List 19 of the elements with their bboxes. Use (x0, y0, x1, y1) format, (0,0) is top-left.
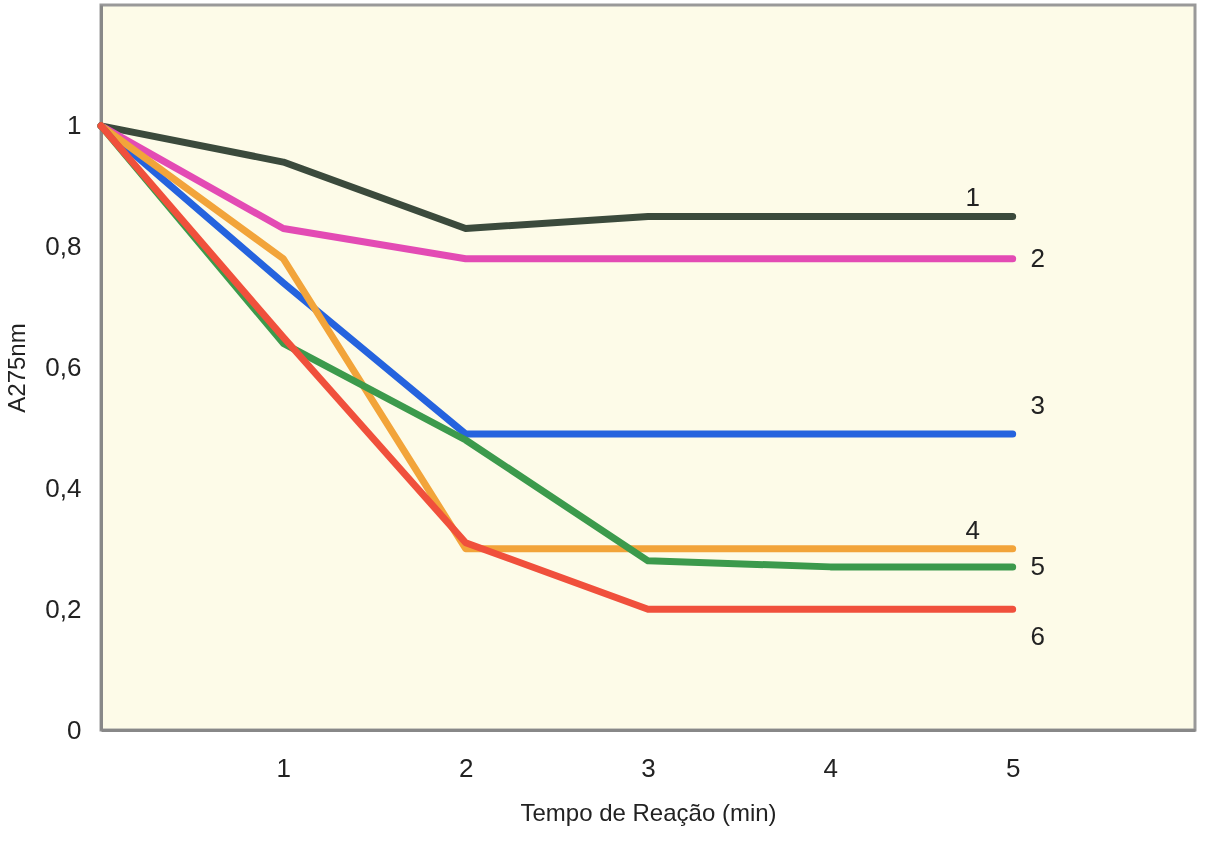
x-axis-title: Tempo de Reação (min) (520, 798, 777, 826)
series-label: 1 (965, 182, 980, 213)
y-tick-label: 0,6 (45, 352, 82, 382)
x-tick-label: 4 (823, 752, 839, 783)
y-tick-label: 0 (67, 714, 82, 745)
x-tick-label: 2 (458, 752, 474, 783)
y-tick-label: 0,8 (45, 231, 82, 262)
series-label: 5 (1030, 550, 1045, 581)
x-tick-label: 1 (276, 752, 292, 783)
series-label: 6 (1030, 621, 1045, 652)
y-tick-label: 0,2 (45, 593, 82, 624)
series-label: 4 (965, 514, 980, 545)
y-tick-label: 1 (67, 110, 82, 141)
y-axis-title: A275nm (3, 323, 31, 413)
series-label: 3 (1030, 389, 1045, 420)
x-tick-label: 3 (641, 752, 656, 783)
x-tick-label: 5 (1005, 752, 1021, 783)
series-label: 2 (1030, 242, 1045, 273)
y-tick-label: 0,4 (45, 472, 82, 503)
